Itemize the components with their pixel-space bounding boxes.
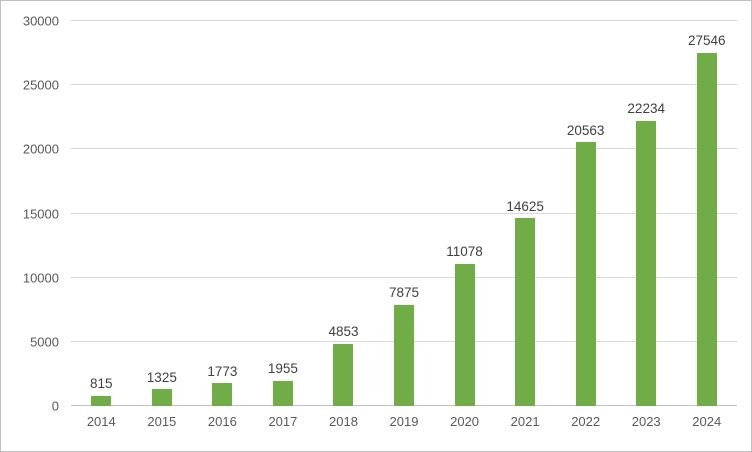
y-axis-tick-label: 30000: [22, 13, 59, 29]
bar-value-label: 4853: [328, 324, 359, 340]
bar: [696, 52, 717, 406]
y-axis-tick-label: 15000: [22, 206, 59, 221]
bar-column: 22234: [616, 21, 677, 406]
bar-column: 1325: [132, 21, 193, 406]
x-axis-tick-label: 2020: [450, 414, 480, 429]
bar-column: 1773: [192, 21, 253, 406]
bar: [636, 120, 657, 406]
bar: [91, 395, 112, 406]
bar-value-label: 1325: [146, 369, 177, 385]
bar-column: 815: [71, 21, 132, 406]
x-axis-tick-label: 2015: [147, 414, 177, 429]
x-axis-tick-label: 2016: [207, 414, 237, 429]
bar-value-label: 14625: [506, 198, 544, 214]
bar-value-label: 11078: [446, 244, 483, 260]
bar: [515, 218, 536, 406]
gridline: [71, 276, 737, 278]
bar-column: 27546: [676, 21, 737, 406]
x-axis-tick-label: 2014: [86, 414, 116, 429]
y-axis-tick-label: 10000: [22, 270, 59, 286]
bar-value-label: 7875: [388, 285, 420, 301]
bar: [272, 380, 293, 406]
bar-value-label: 1773: [207, 363, 238, 379]
bar-value-label: 20563: [566, 122, 605, 138]
x-axis-tick-label: 2024: [692, 414, 722, 429]
bar-column: 7875: [374, 21, 435, 406]
y-axis-tick-label: 25000: [22, 77, 59, 93]
plot-area: 815 1325 1773 1955 4853 7875 11078 14625 20563 22…: [23, 15, 737, 413]
bar: [394, 304, 414, 406]
gridline: [71, 20, 737, 21]
x-axis-tick-label: 2022: [571, 414, 601, 429]
bar-value-label: 27546: [687, 33, 726, 48]
bar-column: 4853: [313, 21, 374, 406]
x-axis-tick-label: 2017: [268, 414, 298, 429]
gridline: [71, 148, 737, 150]
bar: [333, 343, 354, 406]
bar-column: 14625: [495, 21, 556, 406]
bar: [151, 389, 172, 406]
bar-value-label: 22234: [627, 101, 665, 117]
x-axis-tick-label: 2019: [389, 414, 419, 429]
bars-container: 815 1325 1773 1955 4853 7875 11078 14625 20563 22…: [71, 21, 737, 406]
bar: [212, 383, 233, 406]
gridline: [71, 212, 737, 214]
x-axis-tick-label: 2018: [329, 414, 358, 429]
bar-value-label: 815: [90, 376, 113, 392]
x-axis-tick-label: 2023: [631, 414, 661, 429]
bar-column: 1955: [253, 21, 314, 406]
bar-column: 20563: [555, 21, 616, 406]
bar-value-label: 1955: [267, 361, 298, 377]
x-axis: 2014 2015 2016 2017 2018 2019 2020 2021 2022 2023…: [71, 415, 737, 428]
bar: [454, 263, 475, 406]
y-axis-tick-label: 5000: [30, 334, 59, 350]
bar-column: 11078: [434, 21, 495, 406]
bar: [575, 142, 596, 406]
x-axis-tick-label: 2021: [510, 414, 540, 429]
y-axis-tick-label: 20000: [22, 141, 59, 157]
y-axis-tick-label: 0: [51, 398, 59, 414]
gridline: [71, 84, 737, 86]
